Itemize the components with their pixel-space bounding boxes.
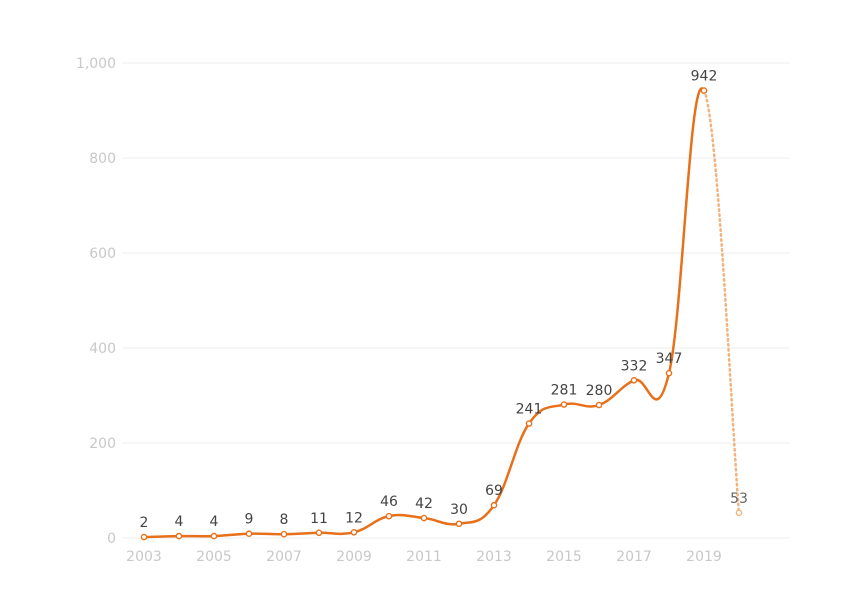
series-line-solid (142, 87, 706, 539)
series-line (142, 87, 741, 539)
data-point (630, 376, 638, 384)
x-tick-label: 2005 (196, 549, 232, 565)
data-points (140, 87, 743, 541)
data-point (560, 401, 568, 408)
y-tick-label: 200 (89, 436, 116, 452)
y-tick-label: 400 (89, 341, 116, 357)
y-tick-label: 600 (89, 246, 116, 262)
data-point (525, 420, 533, 427)
data-label: 347 (656, 351, 683, 367)
x-tick-label: 2011 (406, 549, 442, 565)
x-tick-label: 2007 (266, 549, 302, 565)
x-tick-label: 2003 (126, 549, 162, 565)
data-label: 4 (175, 514, 184, 530)
data-point (175, 532, 183, 540)
data-labels: 2 4 4 9 8 11 12 46 42 30 69 241 281 280 332 347 942 53 (140, 69, 748, 531)
data-point (420, 514, 428, 522)
data-point (385, 512, 393, 520)
data-point (700, 87, 708, 94)
y-axis: 0 200 400 600 800 1,000 (76, 56, 116, 547)
data-label: 46 (380, 494, 398, 510)
x-tick-label: 2013 (476, 549, 512, 565)
data-label: 280 (586, 383, 613, 399)
data-point (280, 530, 288, 538)
data-label: 332 (621, 358, 648, 374)
data-label: 9 (245, 512, 254, 528)
data-label: 30 (450, 502, 468, 518)
data-label: 53 (730, 491, 748, 507)
y-tick-label: 1,000 (76, 56, 116, 72)
x-tick-label: 2015 (546, 549, 582, 565)
data-label: 2 (140, 515, 149, 531)
data-point (595, 401, 603, 409)
y-tick-label: 800 (89, 151, 116, 167)
data-label: 4 (210, 514, 219, 530)
x-tick-label: 2017 (616, 549, 652, 565)
data-point (245, 530, 253, 538)
data-point (490, 501, 498, 509)
series-line-dotted (702, 89, 741, 515)
data-label: 241 (516, 402, 543, 418)
data-point (350, 529, 358, 536)
data-label: 8 (280, 512, 289, 528)
data-label: 281 (551, 383, 578, 399)
data-point (735, 509, 743, 517)
x-axis: 2003 2005 2007 2009 2011 2013 2015 2017 2019 (126, 549, 722, 565)
data-label: 11 (310, 511, 328, 527)
x-tick-label: 2019 (686, 549, 722, 565)
data-point (455, 520, 463, 528)
data-point (140, 533, 148, 541)
grid-lines (122, 62, 790, 539)
data-point (210, 532, 218, 540)
data-point (315, 529, 323, 537)
data-label: 12 (345, 510, 363, 526)
data-label: 942 (691, 69, 718, 85)
data-label: 42 (415, 496, 433, 512)
x-tick-label: 2009 (336, 549, 372, 565)
data-point (665, 369, 673, 377)
y-tick-label: 0 (107, 531, 116, 547)
data-label: 69 (485, 483, 503, 499)
